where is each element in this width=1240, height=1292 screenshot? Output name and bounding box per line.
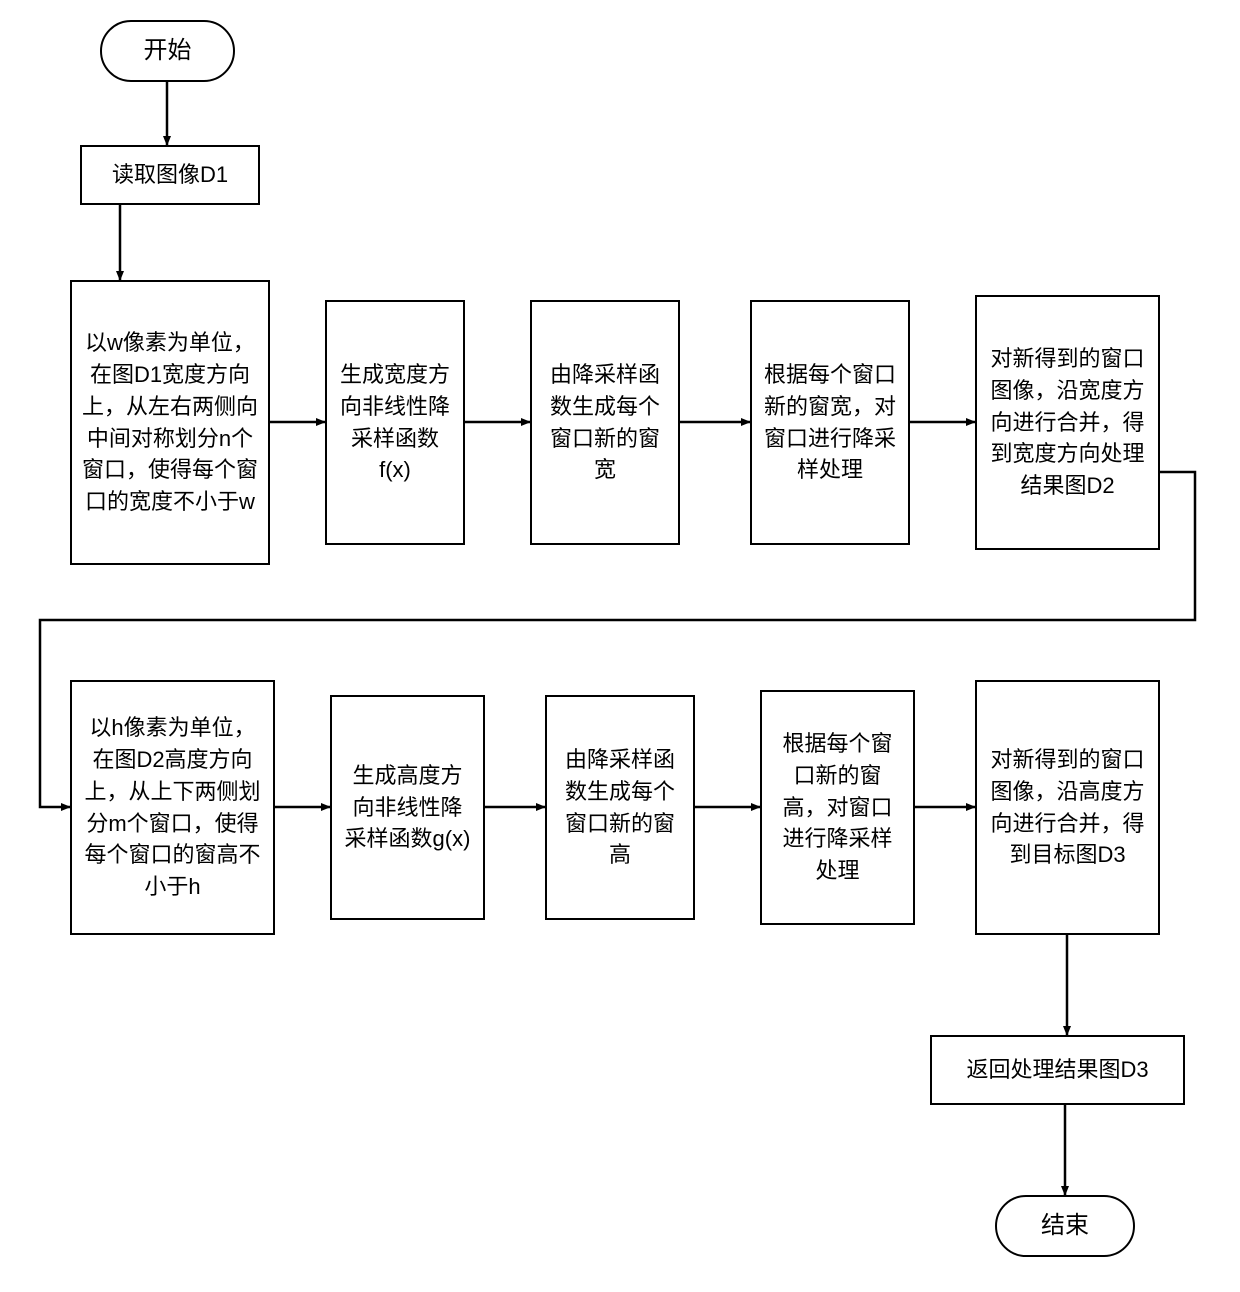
- node-end: 结束: [995, 1195, 1135, 1257]
- node-h4-label: 根据每个窗口新的窗高，对窗口进行降采样处理: [772, 728, 903, 887]
- node-read-label: 读取图像D1: [112, 159, 228, 191]
- node-h5-label: 对新得到的窗口图像，沿高度方向进行合并，得到目标图D3: [987, 744, 1148, 872]
- node-w2: 生成宽度方向非线性降采样函数f(x): [325, 300, 465, 545]
- flowchart-canvas: 开始读取图像D1 以w像素为单位，在图D1宽度方向上，从左右两侧向中间对称划分n个…: [0, 0, 1240, 1292]
- node-ret: 返回处理结果图D3: [930, 1035, 1185, 1105]
- node-w5: 对新得到的窗口图像，沿宽度方向进行合并，得到宽度方向处理结果图D2: [975, 295, 1160, 550]
- node-h5: 对新得到的窗口图像，沿高度方向进行合并，得到目标图D3: [975, 680, 1160, 935]
- node-h1-label: 以h像素为单位，在图D2高度方向上，从上下两侧划分m个窗口，使得每个窗口的窗高不…: [82, 712, 263, 903]
- node-read: 读取图像D1: [80, 145, 260, 205]
- node-start-label: 开始: [144, 34, 192, 69]
- node-w2-label: 生成宽度方向非线性降采样函数f(x): [337, 359, 453, 487]
- node-ret-label: 返回处理结果图D3: [966, 1054, 1148, 1086]
- node-h2-label: 生成高度方向非线性降采样函数g(x): [342, 760, 473, 856]
- node-end-label: 结束: [1041, 1209, 1089, 1244]
- node-h4: 根据每个窗口新的窗高，对窗口进行降采样处理: [760, 690, 915, 925]
- node-h2: 生成高度方向非线性降采样函数g(x): [330, 695, 485, 920]
- node-w5-label: 对新得到的窗口图像，沿宽度方向进行合并，得到宽度方向处理结果图D2: [987, 343, 1148, 502]
- node-h3-label: 由降采样函数生成每个窗口新的窗高: [557, 744, 683, 872]
- node-w1-label: 以w像素为单位，在图D1宽度方向上，从左右两侧向中间对称划分n个窗口，使得每个窗…: [82, 327, 258, 518]
- node-w4: 根据每个窗口新的窗宽，对窗口进行降采样处理: [750, 300, 910, 545]
- node-start: 开始: [100, 20, 235, 82]
- node-w1: 以w像素为单位，在图D1宽度方向上，从左右两侧向中间对称划分n个窗口，使得每个窗…: [70, 280, 270, 565]
- node-w4-label: 根据每个窗口新的窗宽，对窗口进行降采样处理: [762, 359, 898, 487]
- node-w3-label: 由降采样函数生成每个窗口新的窗宽: [542, 359, 668, 487]
- node-w3: 由降采样函数生成每个窗口新的窗宽: [530, 300, 680, 545]
- node-h3: 由降采样函数生成每个窗口新的窗高: [545, 695, 695, 920]
- node-h1: 以h像素为单位，在图D2高度方向上，从上下两侧划分m个窗口，使得每个窗口的窗高不…: [70, 680, 275, 935]
